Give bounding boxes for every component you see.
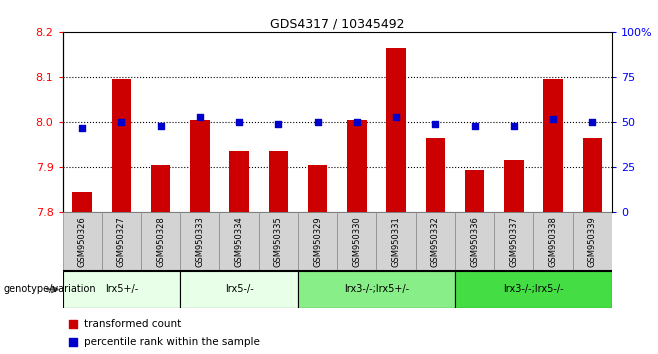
Bar xyxy=(534,212,572,271)
Bar xyxy=(190,120,210,212)
Text: transformed count: transformed count xyxy=(84,319,182,329)
Point xyxy=(469,123,480,129)
Bar xyxy=(386,48,406,212)
Title: GDS4317 / 10345492: GDS4317 / 10345492 xyxy=(270,18,405,31)
Bar xyxy=(544,79,563,212)
Point xyxy=(509,123,519,129)
Text: GSM950330: GSM950330 xyxy=(352,216,361,267)
Bar xyxy=(582,138,602,212)
Bar xyxy=(347,120,367,212)
Text: lrx3-/-;lrx5-/-: lrx3-/-;lrx5-/- xyxy=(503,284,564,295)
Text: genotype/variation: genotype/variation xyxy=(3,284,96,295)
Bar xyxy=(112,79,131,212)
Point xyxy=(391,114,401,120)
Point xyxy=(77,125,88,130)
Bar xyxy=(572,212,612,271)
Bar xyxy=(504,160,524,212)
Bar xyxy=(376,212,416,271)
Bar xyxy=(416,212,455,271)
Bar xyxy=(268,152,288,212)
Text: GSM950337: GSM950337 xyxy=(509,216,519,267)
Text: GSM950333: GSM950333 xyxy=(195,216,205,267)
Bar xyxy=(151,165,170,212)
Text: lrx3-/-;lrx5+/-: lrx3-/-;lrx5+/- xyxy=(344,284,409,295)
Point xyxy=(313,119,323,125)
Text: GSM950327: GSM950327 xyxy=(117,216,126,267)
Text: GSM950339: GSM950339 xyxy=(588,216,597,267)
Text: GSM950329: GSM950329 xyxy=(313,216,322,267)
Bar xyxy=(141,212,180,271)
Text: lrx5+/-: lrx5+/- xyxy=(105,284,138,295)
Bar xyxy=(63,212,102,271)
Text: lrx5-/-: lrx5-/- xyxy=(225,284,253,295)
Bar xyxy=(180,271,298,308)
Point xyxy=(587,119,597,125)
Point xyxy=(430,121,441,127)
Bar xyxy=(72,192,92,212)
Point xyxy=(548,116,559,121)
Bar xyxy=(308,165,328,212)
Bar xyxy=(63,271,180,308)
Bar xyxy=(180,212,220,271)
Text: GSM950332: GSM950332 xyxy=(431,216,440,267)
Bar xyxy=(298,212,338,271)
Text: GSM950336: GSM950336 xyxy=(470,216,479,267)
Bar xyxy=(465,170,484,212)
Bar xyxy=(298,271,455,308)
Bar xyxy=(102,212,141,271)
Point xyxy=(68,321,79,327)
Text: percentile rank within the sample: percentile rank within the sample xyxy=(84,337,261,347)
Text: GSM950334: GSM950334 xyxy=(235,216,243,267)
Text: GSM950331: GSM950331 xyxy=(392,216,401,267)
Point xyxy=(351,119,362,125)
Bar xyxy=(494,212,534,271)
Point xyxy=(234,119,244,125)
Bar xyxy=(259,212,298,271)
Text: GSM950335: GSM950335 xyxy=(274,216,283,267)
Bar xyxy=(455,271,612,308)
Bar xyxy=(337,212,376,271)
Point xyxy=(68,339,79,344)
Text: GSM950328: GSM950328 xyxy=(156,216,165,267)
Point xyxy=(155,123,166,129)
Bar xyxy=(220,212,259,271)
Text: GSM950326: GSM950326 xyxy=(78,216,87,267)
Bar xyxy=(426,138,445,212)
Bar xyxy=(229,152,249,212)
Text: GSM950338: GSM950338 xyxy=(549,216,557,267)
Point xyxy=(195,114,205,120)
Point xyxy=(116,119,126,125)
Bar xyxy=(455,212,494,271)
Point xyxy=(273,121,284,127)
